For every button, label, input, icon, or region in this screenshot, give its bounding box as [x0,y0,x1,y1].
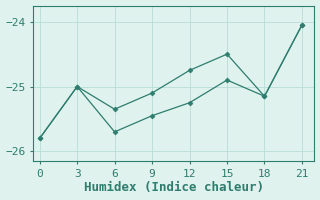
X-axis label: Humidex (Indice chaleur): Humidex (Indice chaleur) [84,181,264,194]
